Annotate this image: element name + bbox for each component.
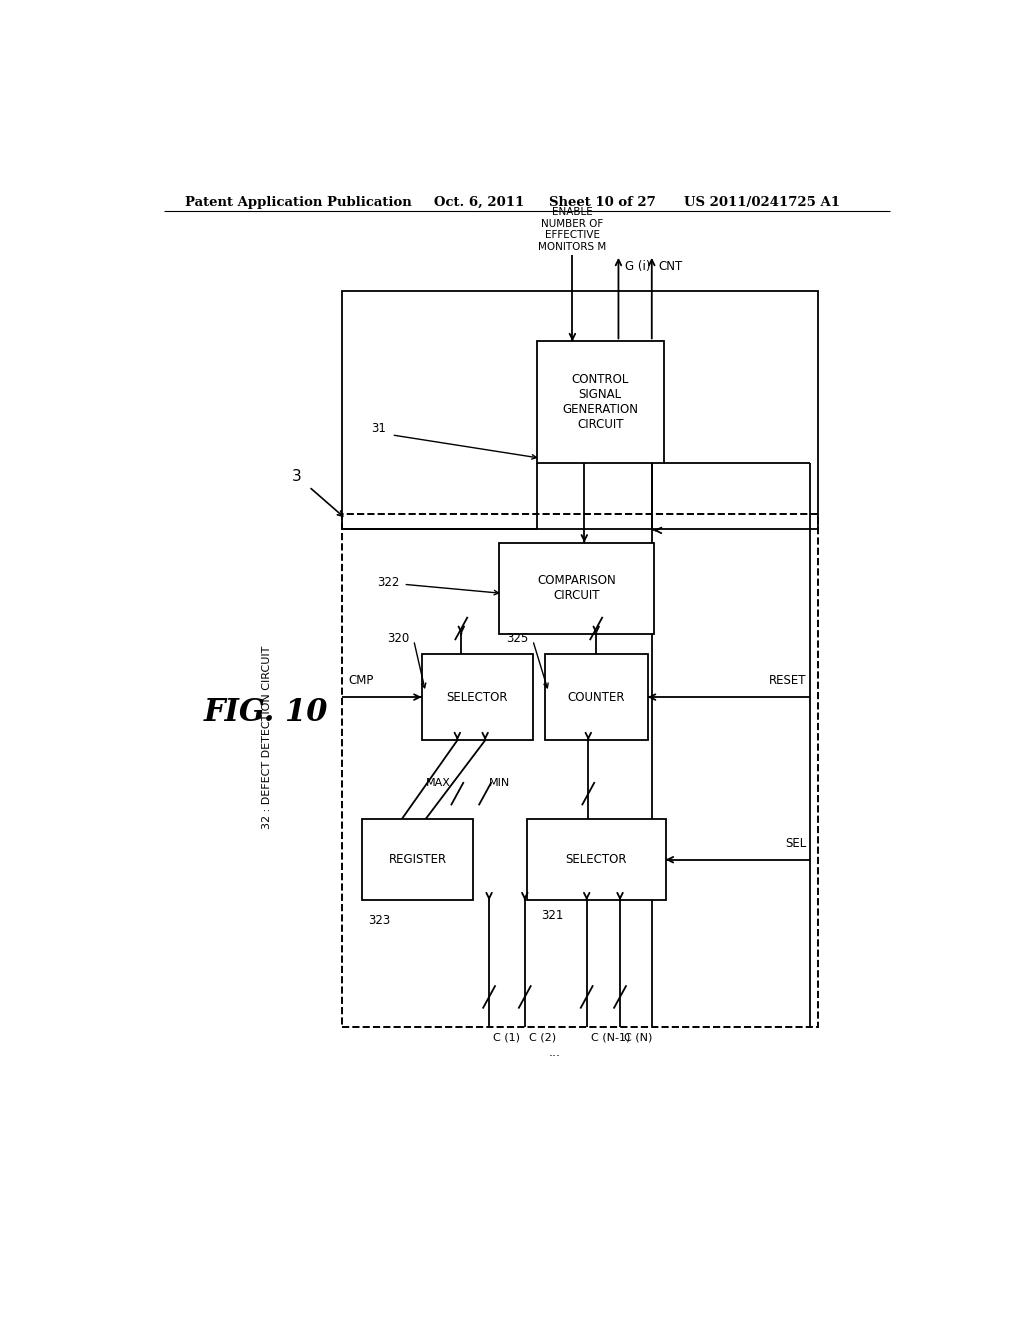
Text: FIG. 10: FIG. 10 bbox=[204, 697, 328, 727]
Text: SELECTOR: SELECTOR bbox=[565, 853, 627, 866]
Text: Oct. 6, 2011: Oct. 6, 2011 bbox=[433, 195, 524, 209]
Bar bbox=[342, 515, 818, 1027]
Text: CONTROL
SIGNAL
GENERATION
CIRCUIT: CONTROL SIGNAL GENERATION CIRCUIT bbox=[562, 374, 638, 432]
Bar bbox=[545, 653, 648, 741]
Text: COUNTER: COUNTER bbox=[567, 690, 625, 704]
Text: Sheet 10 of 27: Sheet 10 of 27 bbox=[549, 195, 655, 209]
Text: C (2): C (2) bbox=[528, 1032, 556, 1043]
Text: ...: ... bbox=[549, 1045, 561, 1059]
Text: SELECTOR: SELECTOR bbox=[446, 690, 508, 704]
Text: RESET: RESET bbox=[769, 675, 807, 686]
Text: MIN: MIN bbox=[489, 779, 510, 788]
Text: C (N): C (N) bbox=[624, 1032, 652, 1043]
Text: 325: 325 bbox=[507, 632, 528, 644]
Text: CMP: CMP bbox=[348, 675, 374, 686]
Bar bbox=[362, 818, 473, 900]
Text: 321: 321 bbox=[541, 908, 563, 921]
Text: ENABLE
NUMBER OF
EFFECTIVE
MONITORS M: ENABLE NUMBER OF EFFECTIVE MONITORS M bbox=[539, 207, 606, 252]
Text: 31: 31 bbox=[371, 422, 386, 436]
Text: 32 : DEFECT DETECTION CIRCUIT: 32 : DEFECT DETECTION CIRCUIT bbox=[262, 645, 272, 829]
Text: 322: 322 bbox=[377, 576, 399, 589]
Text: C (N-1): C (N-1) bbox=[591, 1032, 630, 1043]
Bar bbox=[537, 342, 664, 463]
Bar bbox=[422, 653, 532, 741]
Bar bbox=[499, 543, 653, 634]
Text: MAX: MAX bbox=[426, 779, 451, 788]
Text: Patent Application Publication: Patent Application Publication bbox=[185, 195, 412, 209]
Text: SEL: SEL bbox=[785, 837, 807, 850]
Bar bbox=[526, 818, 666, 900]
Text: 3: 3 bbox=[292, 469, 302, 484]
Text: C (1): C (1) bbox=[494, 1032, 520, 1043]
Text: CNT: CNT bbox=[658, 260, 682, 273]
Text: 323: 323 bbox=[369, 913, 391, 927]
Text: G (i): G (i) bbox=[625, 260, 650, 273]
Text: 320: 320 bbox=[387, 632, 410, 644]
Text: US 2011/0241725 A1: US 2011/0241725 A1 bbox=[684, 195, 840, 209]
Text: REGISTER: REGISTER bbox=[388, 853, 446, 866]
Bar bbox=[342, 290, 818, 529]
Text: COMPARISON
CIRCUIT: COMPARISON CIRCUIT bbox=[537, 574, 615, 602]
